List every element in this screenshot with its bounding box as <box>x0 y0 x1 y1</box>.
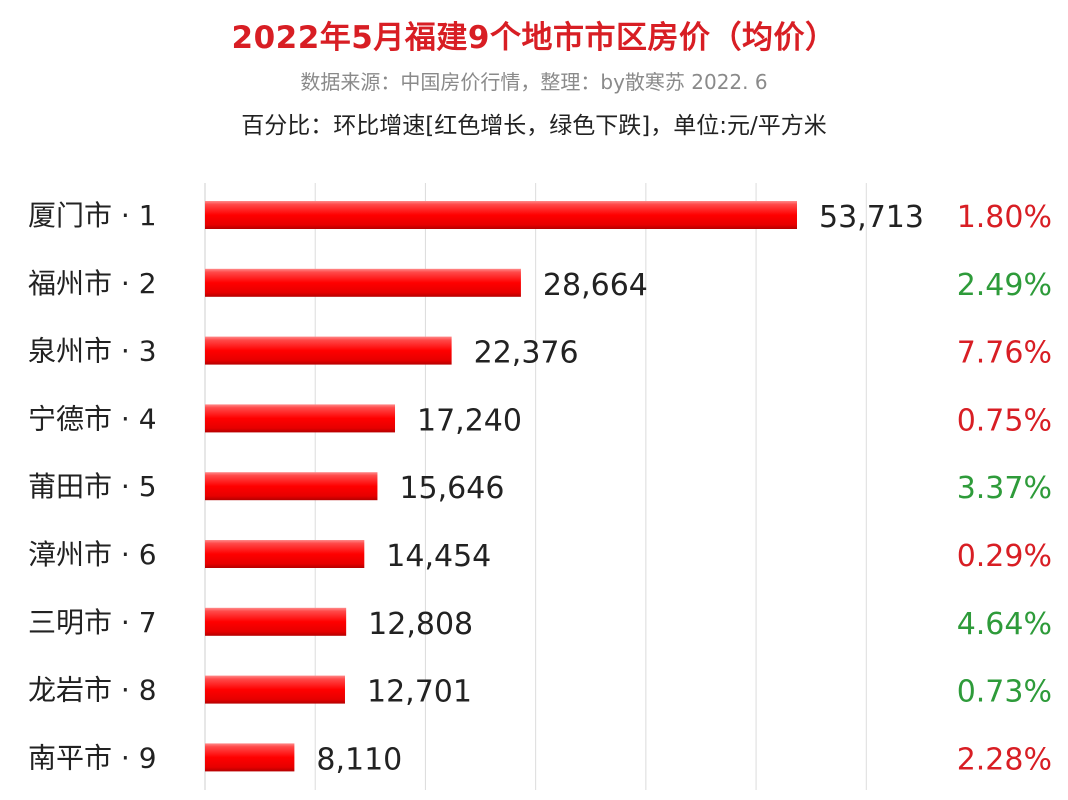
value-label: 12,701 <box>367 675 472 710</box>
value-label: 14,454 <box>386 539 491 574</box>
value-label: 28,664 <box>543 268 648 303</box>
bar <box>205 675 345 704</box>
change-percent-label: 7.76% <box>957 336 1052 371</box>
value-label: 53,713 <box>819 200 924 235</box>
value-label: 22,376 <box>474 336 579 371</box>
category-label: 三明市 · 7 <box>28 606 157 639</box>
chart-title: 2022年5月福建9个地市市区房价（均价） <box>231 20 837 56</box>
change-percent-label: 2.28% <box>957 742 1052 777</box>
category-label: 厦门市 · 1 <box>28 199 157 232</box>
category-label: 龙岩市 · 8 <box>28 674 157 707</box>
change-percent-label: 2.49% <box>957 268 1052 303</box>
change-percent-label: 0.73% <box>957 675 1052 710</box>
category-label: 漳州市 · 6 <box>28 538 157 571</box>
change-percent-label: 0.29% <box>957 539 1052 574</box>
category-label: 泉州市 · 3 <box>28 335 157 368</box>
change-percent-label: 0.75% <box>957 403 1052 438</box>
category-label: 福州市 · 2 <box>28 267 157 300</box>
bar <box>205 268 521 297</box>
data-source-note: 数据来源：中国房价行情，整理：by散寒苏 2022. 6 <box>300 70 768 94</box>
value-label: 15,646 <box>399 471 504 506</box>
value-label: 17,240 <box>417 403 522 438</box>
percent-unit-note: 百分比：环比增速[红色增长，绿色下跌]，单位:元/平方米 <box>241 113 827 139</box>
change-percent-label: 4.64% <box>957 607 1052 642</box>
change-percent-label: 3.37% <box>957 471 1052 506</box>
bar <box>205 540 365 568</box>
bar <box>205 336 452 365</box>
bar <box>205 404 396 433</box>
bar <box>205 472 378 501</box>
category-label: 南平市 · 9 <box>28 741 157 774</box>
bar <box>205 201 797 229</box>
category-label: 莆田市 · 5 <box>28 470 157 503</box>
bar <box>205 743 295 772</box>
value-label: 8,110 <box>316 742 402 777</box>
category-label: 宁德市 · 4 <box>28 402 157 435</box>
change-percent-label: 1.80% <box>957 200 1052 235</box>
bar <box>205 607 347 636</box>
value-label: 12,808 <box>368 607 473 642</box>
